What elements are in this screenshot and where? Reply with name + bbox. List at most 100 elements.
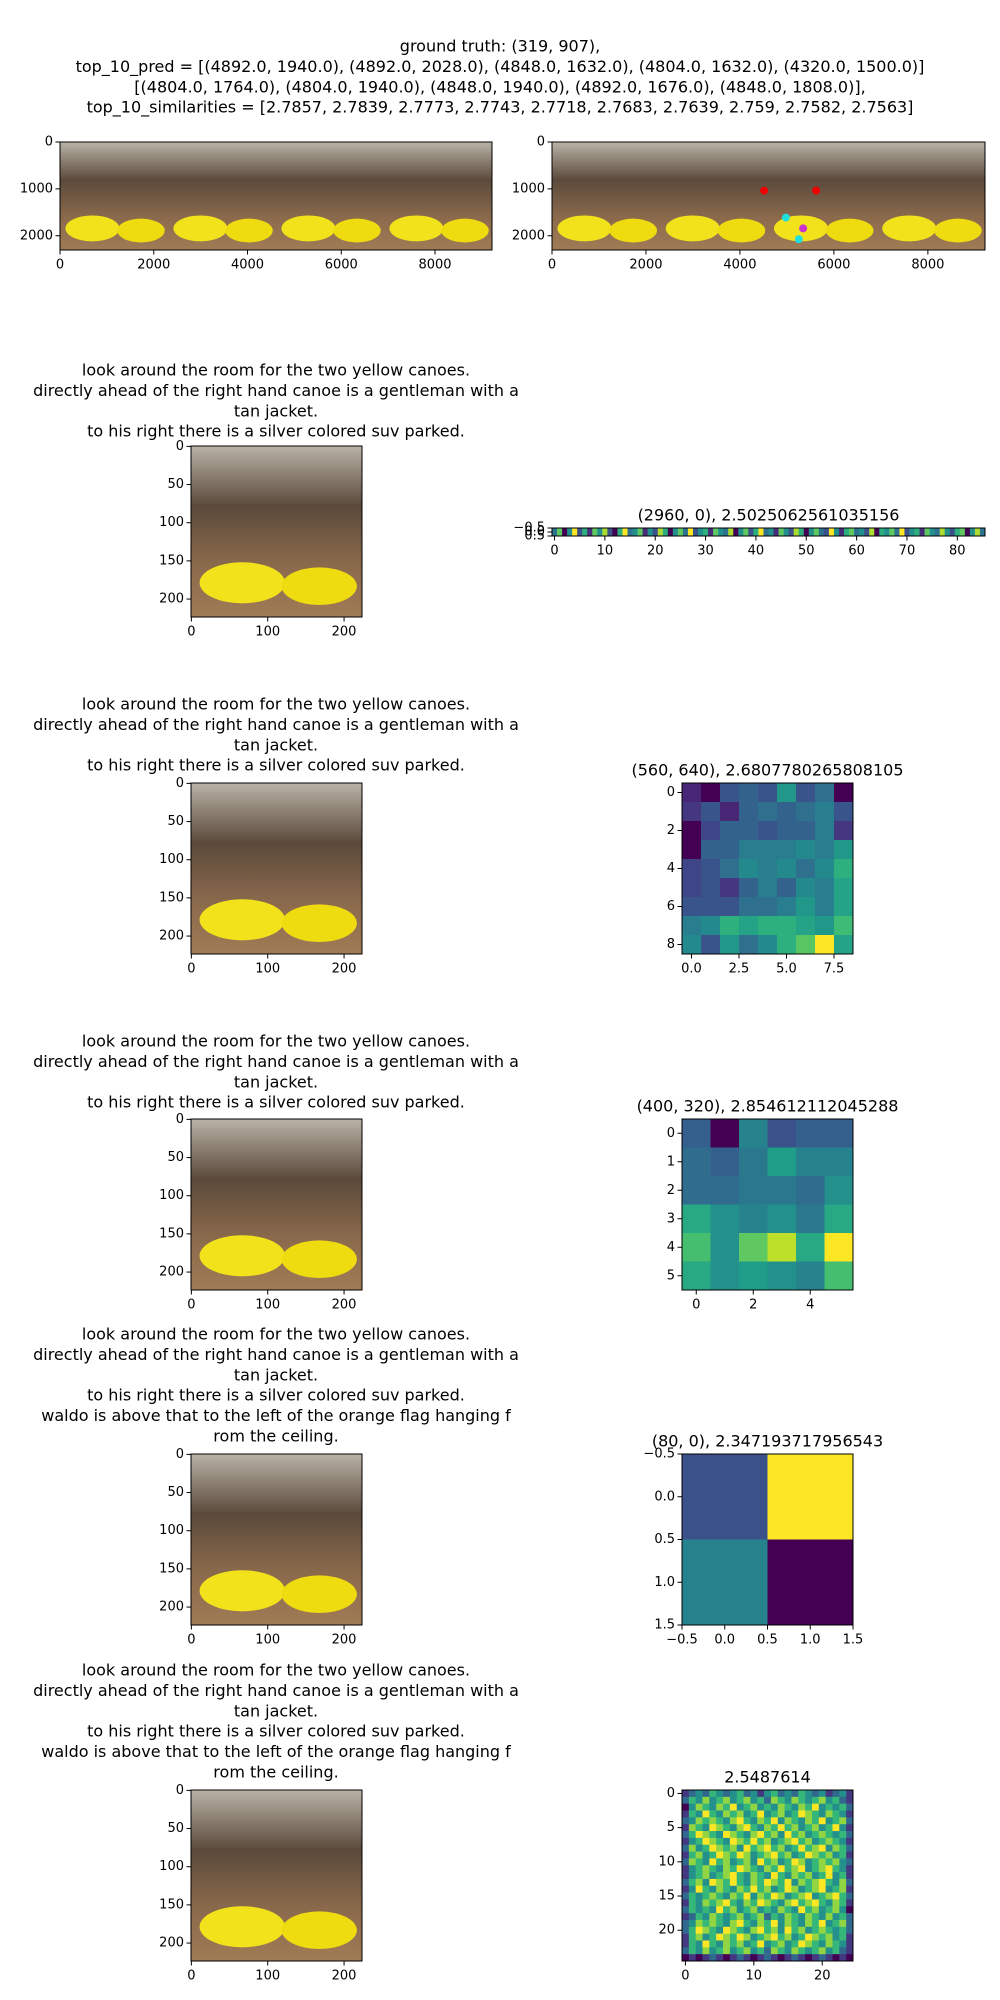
heatmap-cell (757, 1824, 765, 1832)
x-tick-label: 4000 (231, 258, 264, 273)
caption-line: to his right there is a silver colored s… (87, 1722, 465, 1741)
y-tick-label: 0 (537, 135, 545, 150)
y-tick-label: 0 (667, 1126, 675, 1141)
heatmap-title: (400, 320), 2.854612112045288 (637, 1097, 899, 1116)
y-tick-label: 100 (159, 1188, 184, 1203)
heatmap-cell (736, 1899, 744, 1907)
heatmap-cell (709, 1947, 717, 1955)
heatmap-cell (688, 1837, 696, 1846)
heatmap-cell (743, 1933, 751, 1941)
y-tick-label: 150 (159, 1561, 184, 1576)
x-tick-label: 5.0 (776, 962, 797, 977)
heatmap-cell (764, 1878, 772, 1887)
heatmap-cell (758, 935, 778, 955)
heatmap-cell (757, 1933, 765, 1941)
heatmap-cell (777, 1796, 785, 1804)
y-tick-label: 0 (176, 1783, 184, 1798)
heatmap-cell (791, 1947, 799, 1955)
heatmap-cell (764, 1947, 772, 1955)
heatmap-cell (695, 1790, 703, 1798)
y-tick-label: −0.5 (643, 1447, 675, 1462)
heatmap-cell (770, 1892, 779, 1900)
heatmap-cell (642, 528, 648, 537)
heatmap-cell (815, 821, 835, 841)
heatmap-cell (688, 1803, 696, 1811)
heatmap-cell (720, 840, 740, 860)
heatmap-cell (791, 1878, 799, 1887)
heatmap-cell (702, 1892, 710, 1900)
heatmap-cell (805, 1810, 813, 1818)
heatmap-cell (709, 1817, 717, 1825)
heatmap-cell (682, 1119, 711, 1148)
canoe (281, 1575, 357, 1614)
heatmap-cell (874, 528, 880, 537)
heatmap-cell (813, 528, 820, 537)
heatmap-cell (846, 1858, 854, 1866)
heatmap-cell (832, 1844, 840, 1852)
heatmap-cell (825, 1913, 833, 1921)
heatmap-cell (798, 1810, 806, 1818)
heatmap-cell (839, 1865, 847, 1873)
heatmap-cell (805, 1837, 813, 1846)
canoe (199, 1906, 286, 1948)
y-tick-label: 150 (159, 1897, 184, 1912)
heatmap-cell (758, 783, 778, 803)
heatmap-cell (723, 1926, 731, 1934)
heatmap-cell (859, 528, 865, 537)
heatmap-cell (716, 1878, 724, 1887)
heatmap-cell (739, 1204, 768, 1234)
heatmap-cell (784, 1810, 792, 1818)
heatmap-cell (818, 1872, 826, 1880)
heatmap-cell (682, 878, 702, 898)
y-tick-label: 0 (667, 1786, 675, 1801)
x-tick-label: 0 (56, 258, 64, 273)
heatmap-cell (702, 1831, 710, 1839)
y-tick-label: 100 (159, 1523, 184, 1538)
heatmap-cell (825, 1892, 833, 1900)
canoe (441, 218, 489, 243)
heatmap-cell (736, 1954, 744, 1962)
heatmap-cell (743, 1851, 751, 1859)
x-tick-label: 200 (332, 1969, 357, 1984)
heatmap-cell (818, 1899, 826, 1907)
heatmap-cell (720, 802, 740, 822)
heatmap-cell (805, 1803, 813, 1811)
heatmap-cell (770, 1954, 779, 1962)
heatmap-cell (682, 1844, 690, 1852)
heatmap-cell (757, 1851, 765, 1859)
heatmap-cell (825, 1940, 833, 1948)
heatmap-cell (695, 1837, 703, 1846)
heatmap-cell (818, 1940, 826, 1948)
heatmap-cell (709, 1926, 717, 1934)
heatmap-cell (682, 1919, 690, 1928)
heatmap-cell (716, 1796, 724, 1804)
heatmap-cell (818, 1831, 826, 1839)
heatmap-cell (723, 1824, 731, 1832)
heatmap-cell (736, 1865, 744, 1873)
heatmap-cell (716, 1803, 724, 1811)
caption-line: to his right there is a silver colored s… (87, 756, 465, 775)
heatmap-cell (716, 1824, 724, 1832)
heatmap-cell (788, 528, 794, 537)
heatmap-cell (709, 1899, 717, 1907)
y-tick-label: 50 (167, 1485, 184, 1500)
heatmap-cell (743, 1947, 751, 1955)
heatmap-cell (844, 528, 850, 537)
heatmap-cell (743, 1872, 751, 1880)
heatmap-cell (750, 1824, 758, 1832)
heatmap-cell (750, 1906, 758, 1914)
heatmap-cell (777, 1940, 785, 1948)
heatmap-cell (777, 1892, 785, 1900)
heatmap-cell (743, 1919, 751, 1928)
heatmap-cell (791, 1817, 799, 1825)
heatmap-cell (750, 1831, 758, 1839)
heatmap-cell (777, 1933, 785, 1941)
heatmap-cell (757, 1892, 765, 1900)
heatmap-cell (709, 1844, 717, 1852)
heatmap-cell (743, 1940, 751, 1948)
heatmap-cell (777, 1865, 785, 1873)
heatmap-cell (709, 1824, 717, 1832)
heatmap-cell (750, 1817, 758, 1825)
y-tick-label: 20 (658, 1923, 675, 1938)
heatmap-cell (750, 1892, 758, 1900)
